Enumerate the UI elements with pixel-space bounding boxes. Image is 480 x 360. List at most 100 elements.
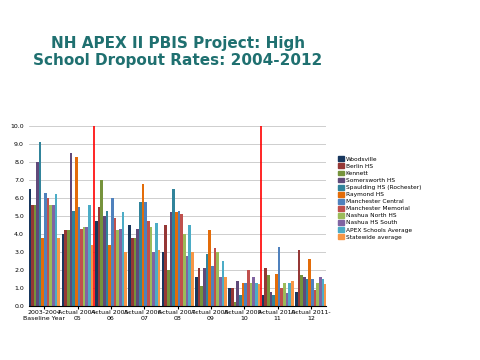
Bar bbox=[88, 205, 91, 306]
Bar bbox=[172, 189, 175, 306]
Bar bbox=[314, 290, 316, 306]
Bar bbox=[55, 194, 58, 306]
Bar bbox=[44, 193, 47, 306]
Bar bbox=[80, 229, 83, 306]
Bar bbox=[147, 221, 150, 306]
Bar bbox=[239, 295, 241, 306]
Bar bbox=[142, 184, 144, 306]
Bar bbox=[186, 256, 188, 306]
Bar bbox=[128, 225, 131, 306]
Bar bbox=[58, 238, 60, 306]
Bar bbox=[222, 261, 224, 306]
Bar bbox=[167, 270, 169, 306]
Bar bbox=[136, 229, 139, 306]
Bar bbox=[264, 268, 267, 306]
Bar bbox=[324, 284, 327, 306]
Legend: Woodsville, Berlin HS, Kennett, Somersworth HS, Spaulding HS (Rochester), Raymon: Woodsville, Berlin HS, Kennett, Somerswo… bbox=[336, 155, 422, 241]
Bar bbox=[278, 247, 280, 306]
Bar bbox=[306, 279, 308, 306]
Bar bbox=[91, 245, 94, 306]
Bar bbox=[139, 202, 142, 306]
Bar bbox=[75, 157, 77, 306]
Bar bbox=[188, 225, 191, 306]
Bar bbox=[106, 211, 108, 306]
Bar bbox=[195, 277, 198, 306]
Bar bbox=[36, 162, 39, 306]
Bar bbox=[244, 283, 247, 306]
Bar bbox=[303, 277, 306, 306]
Bar bbox=[200, 286, 203, 306]
Bar bbox=[124, 252, 127, 306]
Bar bbox=[121, 212, 124, 306]
Bar bbox=[262, 295, 264, 306]
Bar bbox=[111, 198, 114, 306]
Bar bbox=[300, 275, 303, 306]
Bar bbox=[208, 230, 211, 306]
Bar bbox=[180, 214, 183, 306]
Bar bbox=[216, 252, 219, 306]
Bar bbox=[247, 270, 250, 306]
Bar bbox=[72, 211, 75, 306]
Bar bbox=[219, 277, 222, 306]
Bar bbox=[34, 205, 36, 306]
Bar bbox=[191, 252, 193, 306]
Bar bbox=[228, 288, 231, 306]
Bar bbox=[252, 277, 255, 306]
Text: NH APEX II PBIS Project: High
School Dropout Rates: 2004-2012: NH APEX II PBIS Project: High School Dro… bbox=[33, 36, 322, 68]
Bar bbox=[64, 230, 67, 306]
Bar bbox=[67, 230, 70, 306]
Bar bbox=[152, 252, 155, 306]
Bar bbox=[255, 283, 258, 306]
Bar bbox=[295, 292, 298, 306]
Bar bbox=[103, 216, 106, 306]
Bar bbox=[133, 238, 136, 306]
Bar bbox=[241, 283, 244, 306]
Bar bbox=[236, 281, 239, 306]
Bar bbox=[316, 283, 319, 306]
Bar bbox=[205, 254, 208, 306]
Bar bbox=[31, 205, 34, 306]
Bar bbox=[108, 245, 111, 306]
Bar bbox=[183, 234, 186, 306]
Bar bbox=[231, 288, 234, 306]
Bar bbox=[275, 274, 278, 306]
Bar bbox=[322, 279, 324, 306]
Bar bbox=[175, 212, 178, 306]
Bar bbox=[61, 234, 64, 306]
Bar bbox=[280, 288, 283, 306]
Bar bbox=[272, 295, 275, 306]
Bar bbox=[319, 277, 322, 306]
Bar bbox=[234, 302, 236, 306]
Bar bbox=[291, 281, 294, 306]
Bar bbox=[283, 283, 286, 306]
Bar bbox=[288, 283, 291, 306]
Bar bbox=[250, 283, 252, 306]
Bar bbox=[28, 189, 31, 306]
Bar bbox=[70, 153, 72, 306]
Bar bbox=[203, 268, 205, 306]
Bar bbox=[311, 279, 314, 306]
Bar bbox=[47, 198, 49, 306]
Bar bbox=[286, 293, 288, 306]
Bar bbox=[41, 238, 44, 306]
Bar bbox=[224, 277, 227, 306]
Bar bbox=[308, 259, 311, 306]
Bar bbox=[131, 238, 133, 306]
Bar bbox=[298, 250, 300, 306]
Bar bbox=[144, 202, 147, 306]
Bar bbox=[77, 207, 80, 306]
Bar bbox=[157, 250, 160, 306]
Bar bbox=[100, 180, 103, 306]
Bar bbox=[164, 225, 167, 306]
Bar bbox=[169, 212, 172, 306]
Bar bbox=[267, 275, 270, 306]
Bar bbox=[162, 252, 164, 306]
Bar bbox=[198, 268, 200, 306]
Bar bbox=[270, 292, 272, 306]
Bar bbox=[178, 211, 180, 306]
Bar bbox=[95, 221, 97, 306]
Bar bbox=[83, 227, 85, 306]
Bar bbox=[85, 227, 88, 306]
Bar bbox=[52, 205, 55, 306]
Bar bbox=[39, 142, 41, 306]
